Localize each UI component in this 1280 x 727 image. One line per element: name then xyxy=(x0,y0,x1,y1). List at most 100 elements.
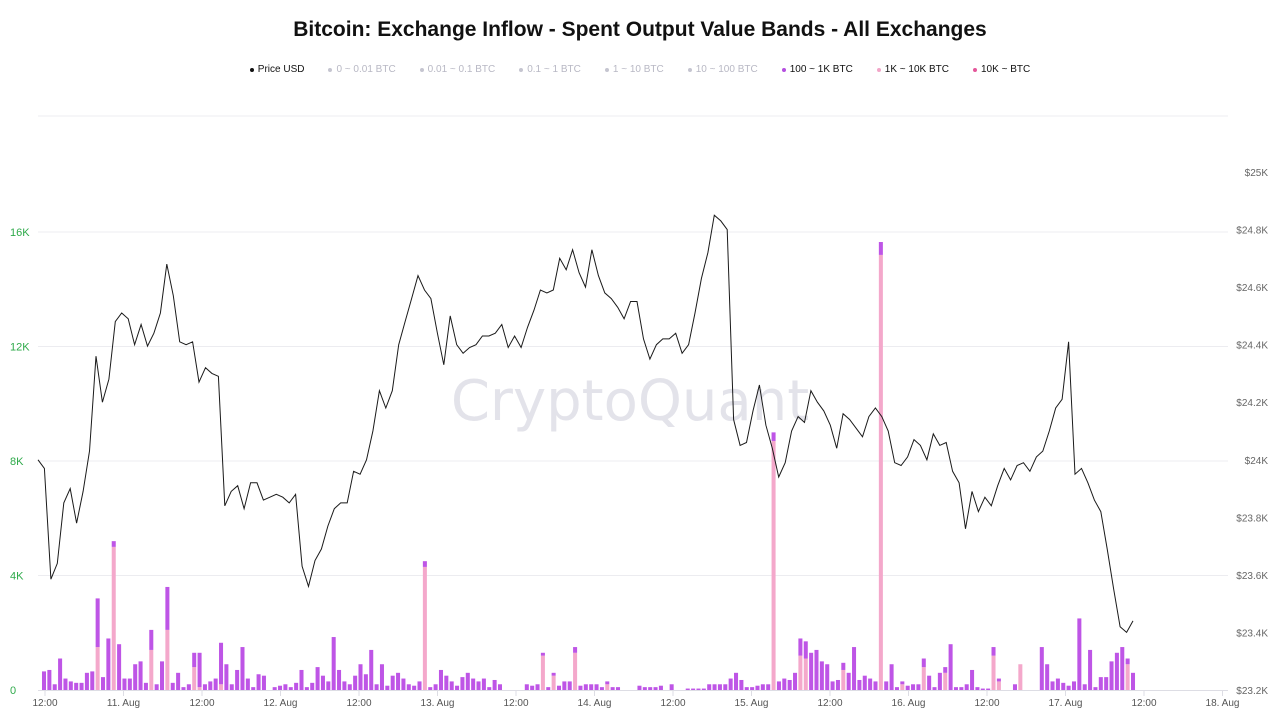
bar-100-1k xyxy=(594,684,599,690)
bar-100-1k xyxy=(728,678,733,690)
bar-100-1k xyxy=(1055,678,1060,690)
bar-100-1k xyxy=(712,684,717,690)
bar-100-1k xyxy=(803,641,808,659)
bar-100-1k xyxy=(261,675,266,690)
legend-label: 0.01 ~ 0.1 BTC xyxy=(427,64,496,75)
bar-100-1k xyxy=(1088,649,1093,690)
legend-dot-icon xyxy=(519,67,524,72)
bar-100-1k xyxy=(1114,652,1119,690)
bar-100-1k xyxy=(1066,685,1071,690)
left-axis-tick: 12K xyxy=(10,342,30,354)
legend-item-1-10-btc[interactable]: 1 ~ 10 BTC xyxy=(604,64,664,75)
bar-100-1k xyxy=(546,687,551,690)
legend-item-10k-btc[interactable]: 10K ~ BTC xyxy=(973,64,1030,75)
bar-100-1k xyxy=(964,684,969,690)
legend-item-100-1k-btc[interactable]: 100 ~ 1K BTC xyxy=(781,64,853,75)
bar-100-1k xyxy=(106,638,111,690)
bar-100-1k xyxy=(84,672,89,690)
legend-label: 100 ~ 1K BTC xyxy=(789,64,853,75)
x-axis-tick: 12:00 xyxy=(974,698,999,709)
bar-100-1k xyxy=(160,661,165,690)
bar-100-1k xyxy=(245,678,250,690)
bar-100-1k xyxy=(696,688,701,690)
bar-100-1k xyxy=(1125,658,1130,665)
gridlines xyxy=(38,231,1228,691)
bar-100-1k xyxy=(127,678,132,690)
bar-100-1k xyxy=(1039,647,1044,690)
bar-100-1k xyxy=(433,684,438,690)
bar-100-1k xyxy=(739,679,744,690)
bar-100-1k xyxy=(117,644,122,690)
bar-100-1k xyxy=(642,687,647,690)
bar-100-1k xyxy=(347,684,352,690)
bar-1k-10k xyxy=(605,684,610,690)
bar-100-1k xyxy=(197,652,202,688)
bar-1k-10k xyxy=(219,684,224,690)
legend-item-10-100-btc[interactable]: 10 ~ 100 BTC xyxy=(687,64,758,75)
bar-100-1k xyxy=(422,561,427,567)
bar-100-1k xyxy=(455,685,460,690)
bar-100-1k xyxy=(583,684,588,690)
bar-100-1k xyxy=(911,684,916,690)
bar-100-1k xyxy=(830,681,835,690)
legend-item-0-1-1-btc[interactable]: 0.1 ~ 1 BTC xyxy=(519,64,581,75)
bar-100-1k xyxy=(369,649,374,690)
bar-100-1k xyxy=(884,681,889,690)
x-axis-tick: 12:00 xyxy=(32,698,57,709)
bar-100-1k xyxy=(701,688,706,690)
bar-100-1k xyxy=(251,687,256,690)
bar-100-1k xyxy=(605,681,610,685)
bar-100-1k xyxy=(122,678,127,690)
bar-100-1k xyxy=(417,681,422,690)
bar-100-1k xyxy=(959,687,964,690)
right-axis-tick: $24K xyxy=(1245,456,1269,467)
legend-item-price-usd[interactable]: Price USD xyxy=(249,64,304,75)
legend-item-0-01-0-1-btc[interactable]: 0.01 ~ 0.1 BTC xyxy=(419,64,496,75)
legend-item-1k-10k-btc[interactable]: 1K ~ 10K BTC xyxy=(876,64,949,75)
x-axis-tick: 12:00 xyxy=(817,698,842,709)
left-axis: 0 4K 8K 12K 16K xyxy=(10,227,30,697)
bar-100-1k xyxy=(707,684,712,690)
bar-1k-10k xyxy=(991,655,996,690)
bar-1k-10k xyxy=(771,440,776,690)
bar-100-1k xyxy=(1120,647,1125,690)
x-axis-tick: 12:00 xyxy=(346,698,371,709)
bar-100-1k xyxy=(691,688,696,690)
bar-100-1k xyxy=(1093,687,1098,690)
bar-100-1k xyxy=(202,684,207,690)
bar-100-1k xyxy=(294,682,299,690)
bar-100-1k xyxy=(299,669,304,690)
bar-100-1k xyxy=(615,687,621,690)
legend-dot-icon xyxy=(973,67,977,72)
bar-100-1k xyxy=(428,687,433,690)
bar-100-1k xyxy=(637,685,642,690)
bar-100-1k xyxy=(841,662,846,670)
bar-100-1k xyxy=(181,687,186,690)
bar-100-1k xyxy=(186,684,191,690)
legend-item-0-0-01-btc[interactable]: 0 ~ 0.01 BTC xyxy=(328,64,396,75)
bar-100-1k xyxy=(900,681,905,685)
bar-1k-10k xyxy=(197,687,202,690)
bar-100-1k xyxy=(953,687,958,690)
bar-100-1k xyxy=(551,672,556,676)
bar-100-1k xyxy=(782,678,787,690)
bar-100-1k xyxy=(412,685,417,690)
bar-100-1k xyxy=(52,684,57,690)
bar-100-1k xyxy=(390,675,395,690)
left-axis-tick: 16K xyxy=(10,227,30,239)
left-axis-tick: 0 xyxy=(10,685,16,697)
bar-100-1k xyxy=(932,687,937,690)
bar-100-1k xyxy=(476,681,481,690)
x-axis-tick: 15. Aug xyxy=(735,698,769,709)
bar-1k-10k xyxy=(95,647,100,690)
bar-100-1k xyxy=(809,652,814,690)
bar-100-1k xyxy=(857,679,862,690)
chart-legend: Price USD 0 ~ 0.01 BTC 0.01 ~ 0.1 BTC 0.1 ~… xyxy=(0,64,1280,75)
bar-100-1k xyxy=(1104,677,1109,690)
bar-100-1k xyxy=(862,675,867,690)
bar-100-1k xyxy=(540,652,545,656)
bar-100-1k xyxy=(1082,684,1087,690)
bar-100-1k xyxy=(1071,681,1077,690)
right-axis-tick: $23.6K xyxy=(1236,571,1268,582)
